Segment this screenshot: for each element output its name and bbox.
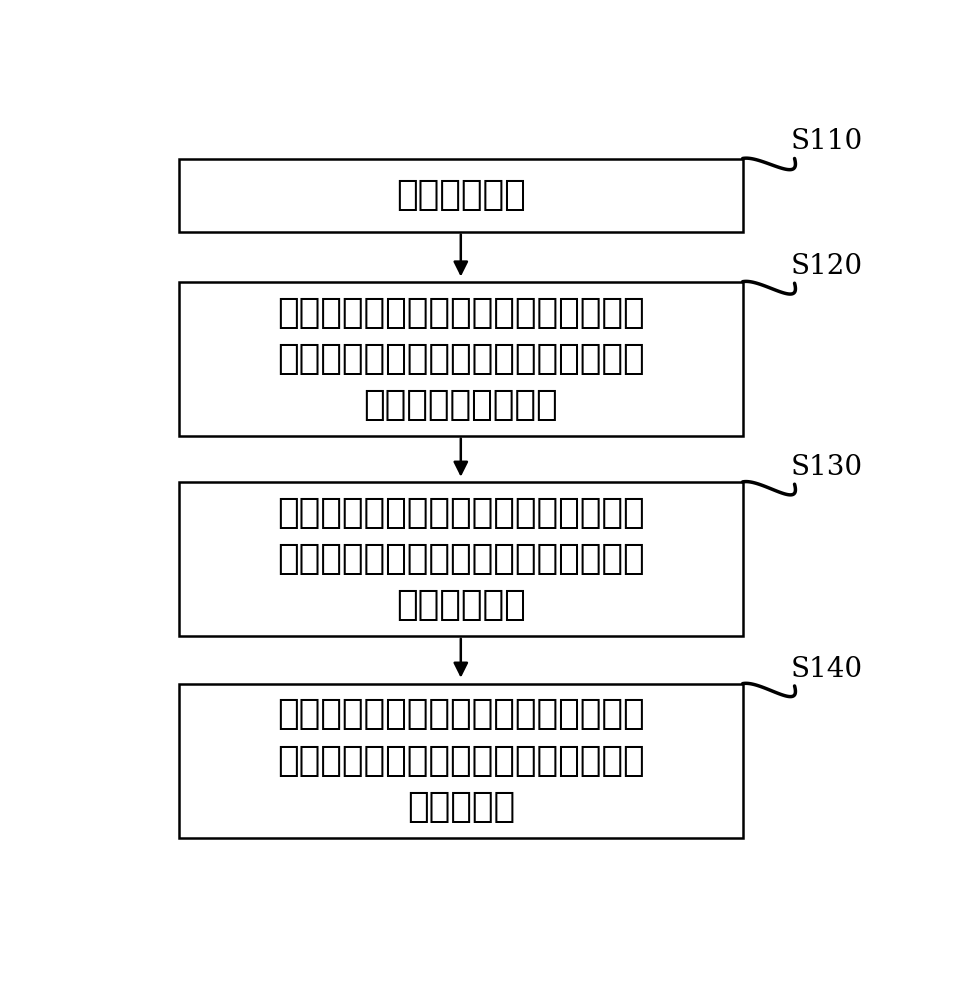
Text: 接收流量测量时换能器发送的幅值大于
初始电压阈值的第二检测信号，第二检
测信号包括回波信号: 接收流量测量时换能器发送的幅值大于 初始电压阈值的第二检测信号，第二检 测信号包… [277,296,645,422]
Text: 根据初始起点位置和初始测量点序号确
定回波信号对应的第一测量周期值和第
二测量周期值: 根据初始起点位置和初始测量点序号确 定回波信号对应的第一测量周期值和第 二测量周… [277,496,645,622]
Text: S140: S140 [790,656,863,683]
Text: S130: S130 [790,454,863,481]
Bar [179,282,743,436]
Bar [179,684,743,838]
Text: 根据第一测量周期值、第二测量周期值
与初始周期阈值确定第二检测信号的相
移检测结果: 根据第一测量周期值、第二测量周期值 与初始周期阈值确定第二检测信号的相 移检测结… [277,697,645,824]
Text: 获取初始化值: 获取初始化值 [396,178,525,212]
Bar [179,482,743,636]
Text: S110: S110 [790,128,863,155]
Bar [179,158,743,232]
Text: S120: S120 [790,253,863,280]
